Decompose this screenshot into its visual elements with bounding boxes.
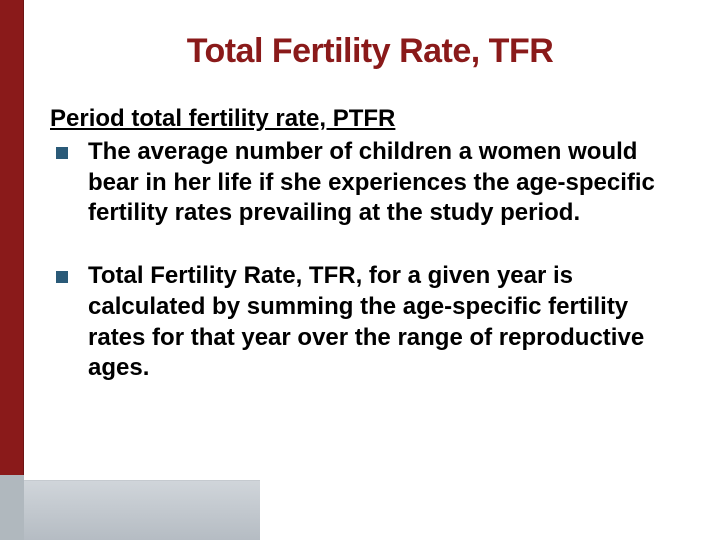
slide-subtitle: Period total fertility rate, PTFR <box>50 105 690 133</box>
slide-content: Total Fertility Rate, TFR Period total f… <box>50 0 690 416</box>
square-bullet-icon <box>56 271 68 283</box>
sidebar-top <box>0 0 24 475</box>
bullet-text: Total Fertility Rate, TFR, for a given y… <box>88 261 690 384</box>
bullet-item: The average number of children a women w… <box>50 137 690 229</box>
sidebar-bottom <box>0 475 24 540</box>
bullet-text: The average number of children a women w… <box>88 137 690 229</box>
bullet-item: Total Fertility Rate, TFR, for a given y… <box>50 261 690 384</box>
square-bullet-icon <box>56 147 68 159</box>
sidebar-accent <box>0 0 24 540</box>
bottom-bar <box>24 480 260 540</box>
slide-title: Total Fertility Rate, TFR <box>50 32 690 71</box>
